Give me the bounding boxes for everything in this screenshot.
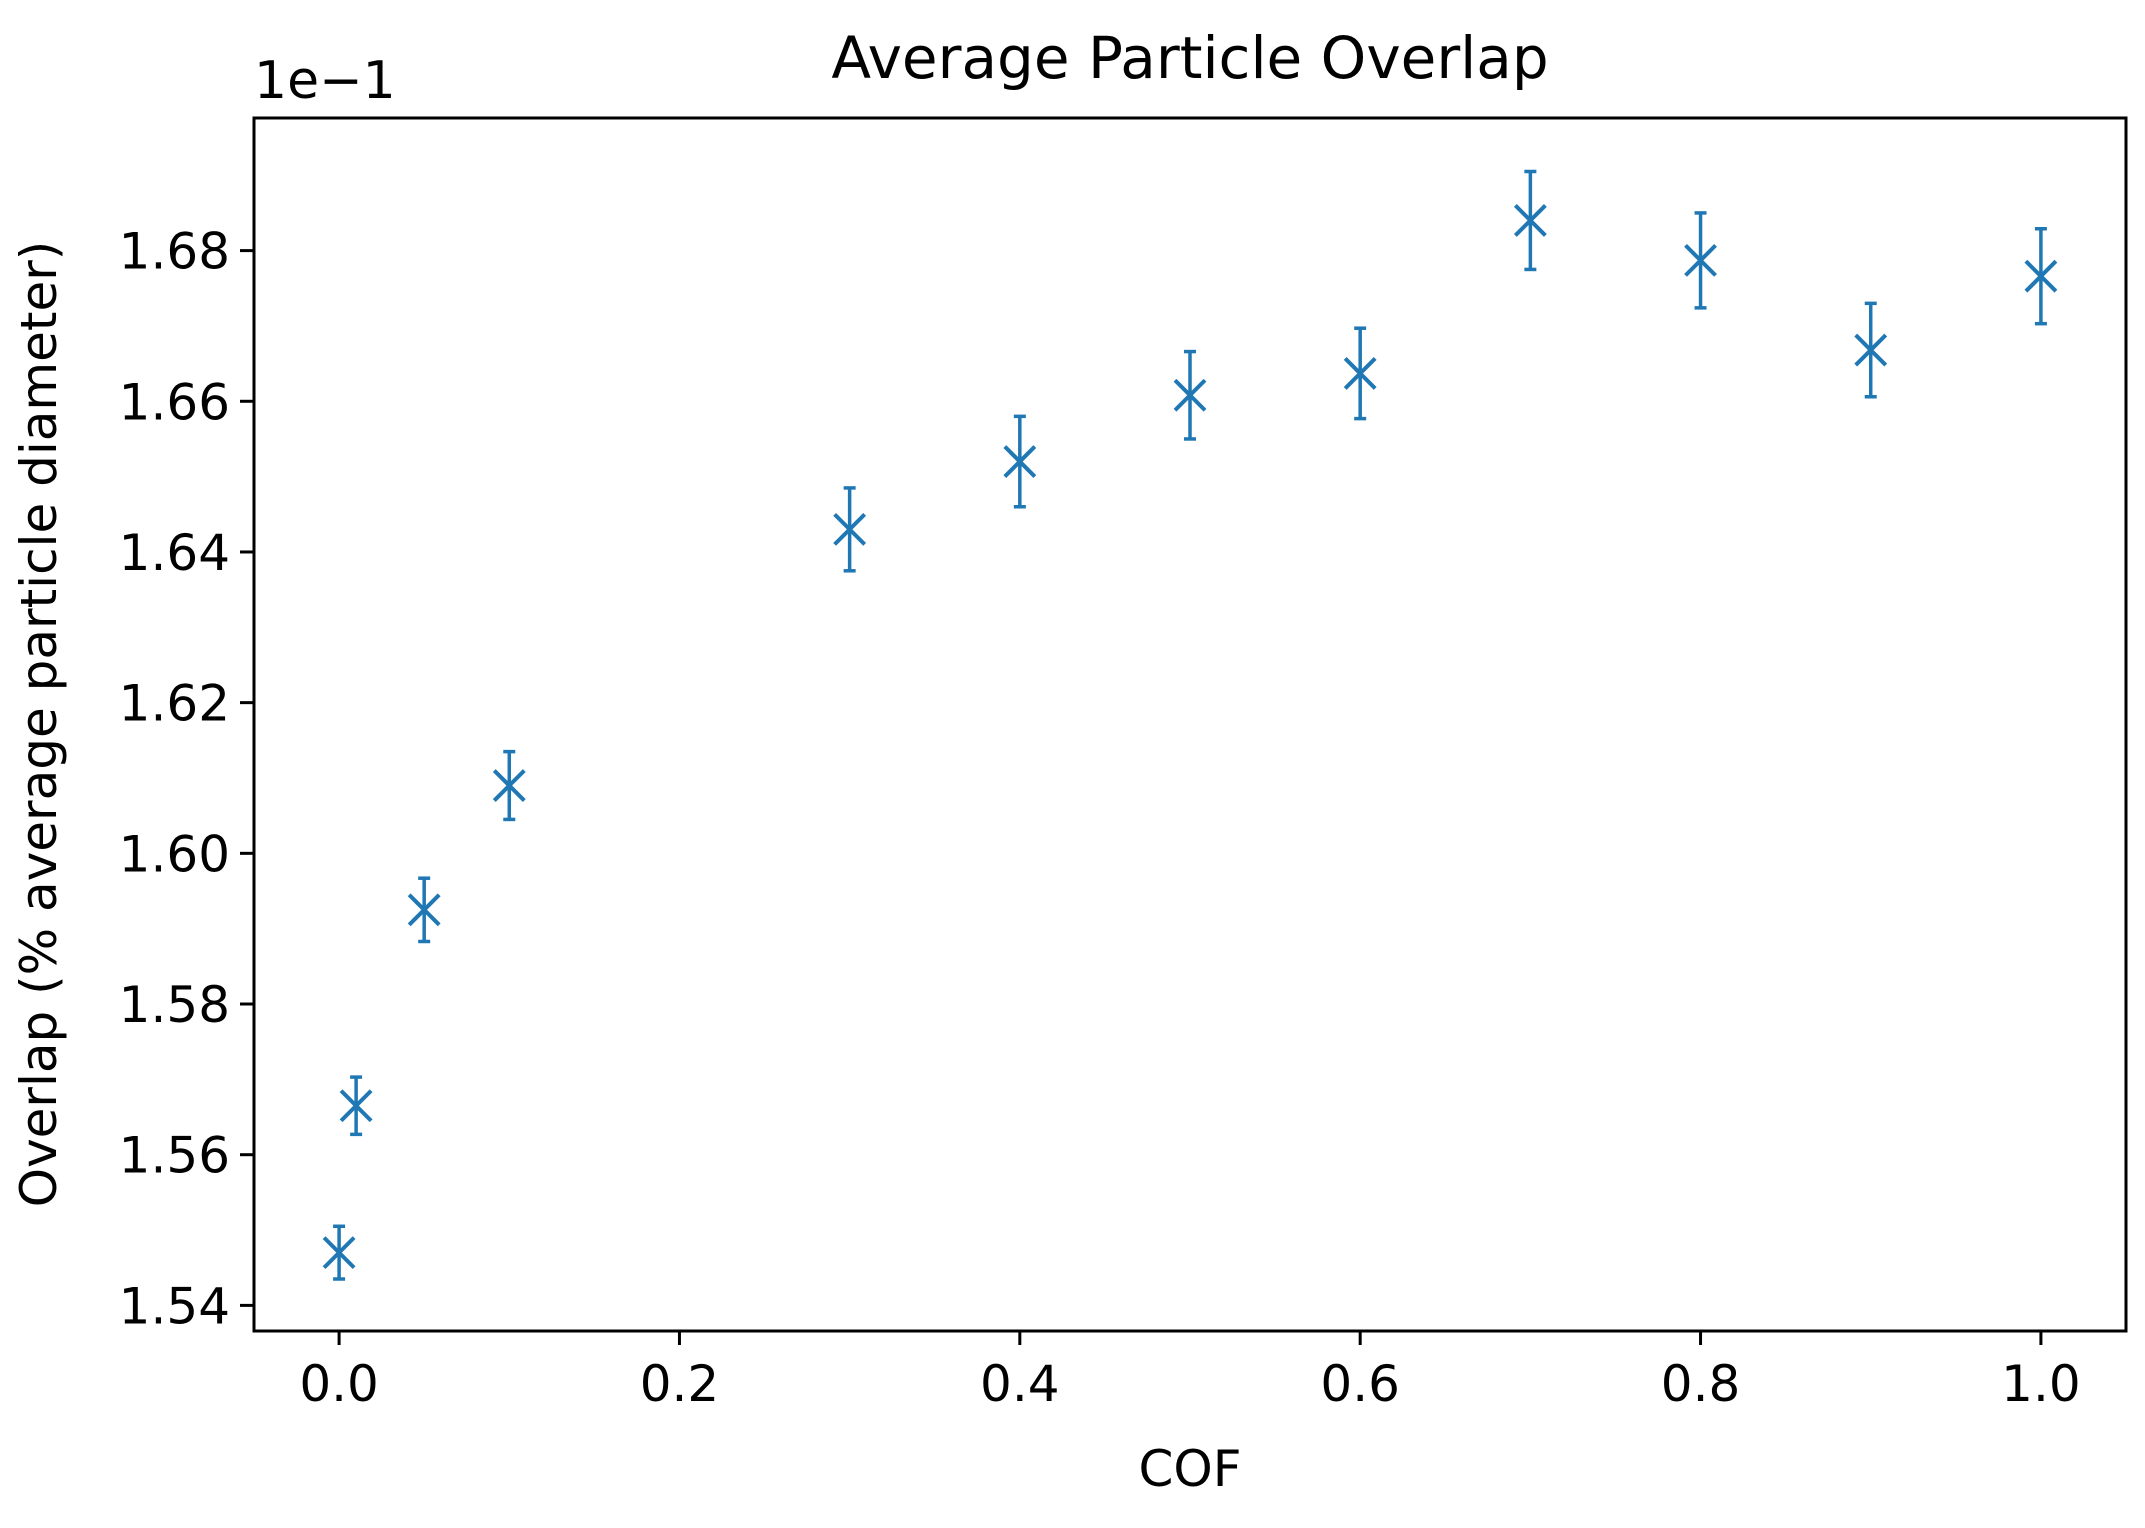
data-point	[2024, 227, 2058, 326]
x-marker-stroke	[1173, 378, 1207, 412]
y-tick-label: 1.54	[119, 1277, 230, 1335]
y-tick-label: 1.62	[119, 675, 230, 733]
x-tick-label: 1.0	[2001, 1355, 2081, 1413]
x-marker-stroke	[1343, 356, 1377, 390]
x-marker-stroke	[2024, 259, 2058, 293]
x-marker-stroke	[407, 893, 441, 927]
x-marker-stroke	[322, 1236, 356, 1270]
x-marker-stroke	[1854, 333, 1888, 367]
y-tick-label: 1.56	[119, 1127, 230, 1185]
data-point	[1003, 414, 1037, 509]
tick-layer: 0.0 0.2 0.4 0.6 0.8 1.0 1.54 1.56 1.58 1.60 1.62 1.…	[119, 223, 2081, 1413]
x-tick-label: 0.8	[1661, 1355, 1741, 1413]
data-point	[1684, 211, 1717, 310]
offset-text: 1e−1	[254, 51, 396, 111]
data-point	[1343, 326, 1377, 421]
data-point	[492, 749, 526, 822]
y-tick-label: 1.58	[119, 976, 230, 1034]
data-point	[339, 1075, 373, 1137]
x-tick-label: 0.2	[640, 1355, 720, 1413]
x-marker-stroke	[1003, 445, 1037, 478]
x-marker-stroke	[492, 769, 526, 802]
plot-frame	[252, 116, 2128, 1333]
y-tick-label: 1.68	[119, 223, 230, 281]
y-tick-label: 1.60	[119, 825, 230, 883]
y-tick-label: 1.64	[119, 524, 230, 582]
x-tick-label: 0.4	[980, 1355, 1060, 1413]
data-point	[1173, 349, 1207, 441]
x-marker-stroke	[1513, 204, 1547, 237]
data-point	[407, 876, 441, 944]
data-point	[1513, 169, 1547, 272]
x-tick-label: 0.6	[1320, 1355, 1400, 1413]
series-layer	[322, 169, 2058, 1281]
y-tick-label: 1.66	[119, 373, 230, 431]
data-point	[322, 1224, 356, 1281]
data-point	[1854, 301, 1888, 399]
data-point	[833, 486, 867, 573]
x-tick-label: 0.0	[299, 1355, 379, 1413]
x-marker-stroke	[1684, 243, 1717, 277]
data-series	[322, 169, 2058, 1281]
x-marker-stroke	[833, 512, 867, 546]
x-axis-label: COF	[1138, 1440, 1241, 1498]
x-marker-stroke	[339, 1089, 373, 1123]
chart-title: Average Particle Overlap	[831, 24, 1548, 92]
y-axis-label: Overlap (% average particle diameter)	[10, 241, 68, 1208]
